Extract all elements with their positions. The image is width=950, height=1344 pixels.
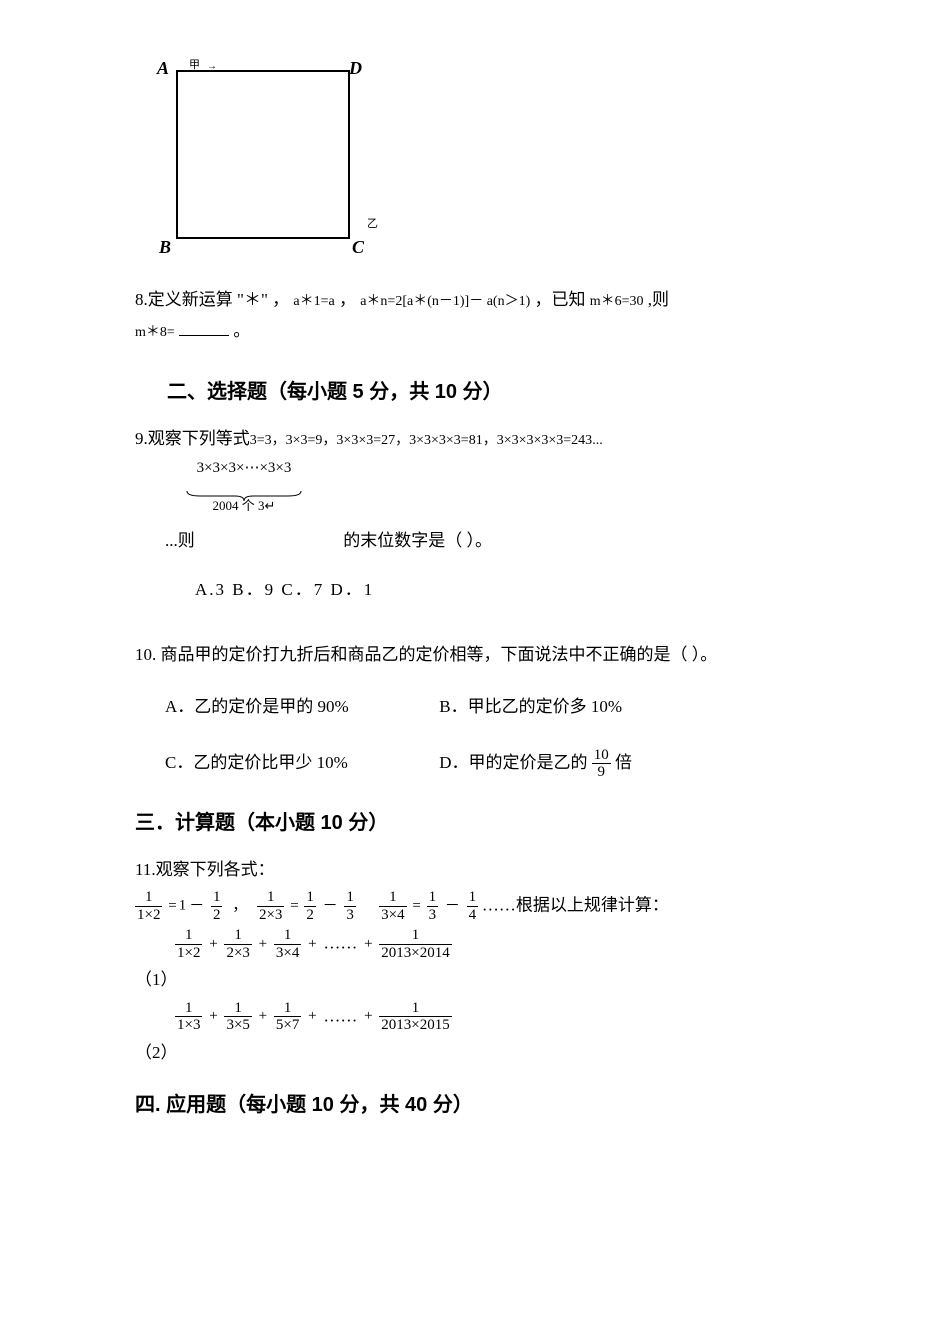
q8-def1: a＊1=a — [293, 294, 334, 309]
q10-text: 10. 商品甲的定价打九折后和商品乙的定价相等，下面说法中不正确的是（ ）。 — [135, 645, 717, 664]
q9-l2-suffix: 的末位数字是（ ）。 — [343, 531, 492, 550]
section-2-heading: 二、选择题（每小题 5 分，共 10 分） — [167, 374, 815, 410]
q11-calc1: 11×2 + 12×3 + 13×4 + …… + 12013×2014 — [175, 927, 815, 961]
q8-period: 。 — [233, 321, 250, 340]
q8-prefix: 8.定义新运算 "＊" ， — [135, 290, 289, 309]
vertex-c: C — [352, 231, 364, 263]
q10-opt-d: D．甲的定价是乙的 10 9 倍 — [439, 747, 632, 781]
q11-examples: 11×2 =1－ 12 ， 12×3 = 12 － 13 13×4 = 13 －… — [135, 889, 815, 923]
section-4-heading: 四. 应用题（每小题 10 分，共 40 分） — [135, 1087, 815, 1123]
q11-prefix: 11.观察下列各式： — [135, 860, 275, 879]
question-11: 11.观察下列各式： — [135, 855, 815, 886]
q8-known-label: ，已知 — [534, 290, 585, 309]
square-diagram: A D B C 甲 → 乙 — [165, 60, 815, 245]
q11-calc2: 11×3 + 13×5 + 15×7 + …… + 12013×2015 — [175, 1000, 815, 1034]
q9-eqs: 3=3，3×3=9，3×3×3=27，3×3×3×3=81，3×3×3×3×3=… — [250, 433, 592, 448]
q10-d-prefix: D．甲的定价是乙的 — [439, 753, 587, 772]
underbrace-icon — [185, 482, 303, 494]
vertex-d: D — [349, 52, 362, 84]
q11-suffix: ……根据以上规律计算： — [482, 896, 669, 915]
question-10: 10. 商品甲的定价打九折后和商品乙的定价相等，下面说法中不正确的是（ ）。 — [135, 640, 815, 671]
arrow-right-icon: → — [207, 58, 217, 76]
q8-sep1: ， — [339, 290, 356, 309]
q10-d-num: 10 — [592, 747, 611, 765]
question-8: 8.定义新运算 "＊" ， a＊1=a ， a＊n=2[a＊(n－1)]－ a(… — [135, 285, 815, 346]
q8-def2: a＊n=2[a＊(n－1)]－ a(n＞1) — [360, 294, 530, 309]
q10-d-suffix: 倍 — [615, 753, 632, 772]
question-9: 9.观察下列等式3=3，3×3=9，3×3×3=27，3×3×3×3=81，3×… — [135, 424, 815, 455]
q9-brace-block: 3×3×3×⋯×3×3 2004 个 3↵ — [135, 455, 815, 521]
q11-paren1: （1） — [135, 965, 815, 996]
vertex-b: B — [159, 231, 171, 263]
label-jia: 甲 — [189, 56, 200, 76]
q10-opt-b: B．甲比乙的定价多 10% — [439, 692, 622, 723]
section-3-heading: 三．计算题（本小题 10 分） — [135, 805, 815, 841]
q9-options: A.3 B．9 C．7 D．1 — [195, 575, 815, 606]
q9-l2-prefix: ...则 — [165, 531, 195, 550]
q8-then: ,则 — [648, 290, 669, 309]
q9-brace-top: 3×3×3×⋯×3×3 — [185, 455, 303, 482]
blank-line — [179, 335, 229, 336]
q10-options: A．乙的定价是甲的 90% B．甲比乙的定价多 10% C．乙的定价比甲少 10… — [165, 692, 815, 781]
q10-opt-c: C．乙的定价比甲少 10% — [165, 748, 435, 779]
vertex-a: A — [157, 52, 169, 84]
q10-d-den: 9 — [592, 764, 611, 781]
q8-ask: m＊8= — [135, 325, 175, 340]
q9-dots1: ... — [592, 433, 603, 448]
q9-line2: ...则 的末位数字是（ ）。 — [165, 526, 815, 557]
q11-paren2: （2） — [135, 1038, 815, 1069]
q10-opt-a: A．乙的定价是甲的 90% — [165, 692, 435, 723]
q9-prefix: 9.观察下列等式 — [135, 429, 250, 448]
label-yi: 乙 — [367, 215, 378, 235]
q8-known-expr: m＊6=30 — [590, 294, 644, 309]
